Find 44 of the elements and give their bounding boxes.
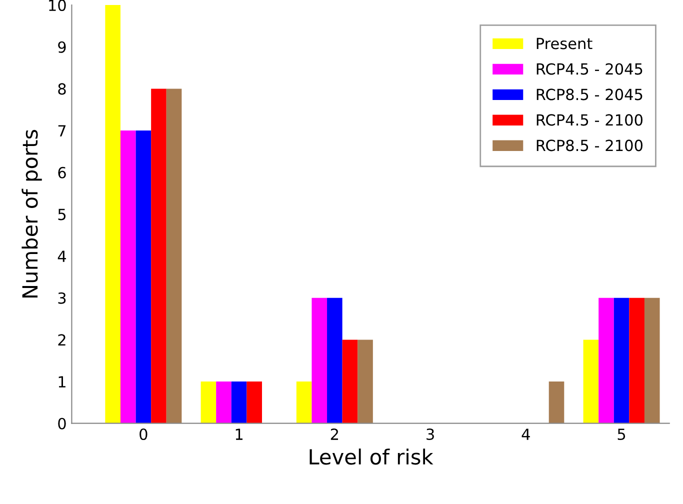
x-tick-label: 0: [140, 428, 148, 440]
bar: [548, 382, 564, 424]
bar: [120, 130, 136, 424]
bar: [327, 298, 342, 424]
y-tick-label: 2: [58, 334, 66, 346]
y-tick-label: 4: [58, 250, 66, 262]
bar: [105, 5, 120, 424]
bar: [231, 382, 247, 424]
bar: [598, 298, 614, 424]
bar: [151, 88, 166, 424]
x-tick-label: 2: [330, 428, 338, 440]
bar: [342, 340, 358, 424]
bar: [583, 340, 599, 424]
x-tick-label: 3: [426, 428, 434, 440]
y-tick-label: 8: [58, 83, 66, 95]
y-tick-label: 7: [58, 125, 66, 136]
legend-label: Present: [536, 38, 592, 50]
x-tick-label: 5: [618, 428, 626, 440]
x-tick-label: 4: [522, 428, 530, 440]
bar: [216, 382, 232, 424]
bar: [200, 382, 216, 424]
bar: [358, 340, 373, 424]
legend-label: RCP8.5 - 2100: [536, 140, 642, 152]
bar: [312, 298, 328, 424]
bar: [166, 88, 182, 424]
x-axis-title: Level of risk: [310, 448, 434, 465]
bar: [246, 382, 262, 424]
bar: [629, 298, 644, 424]
y-tick-label: 5: [58, 208, 66, 220]
legend-label: RCP8.5 - 2045: [536, 88, 642, 100]
bar: [296, 382, 312, 424]
bar: [644, 298, 660, 424]
x-tick-label: 1: [236, 428, 242, 440]
y-axis-title: Number of ports: [22, 130, 42, 298]
legend-label: RCP4.5 - 2100: [536, 114, 642, 126]
y-tick-label: 0: [58, 418, 66, 430]
y-tick-label: 1: [58, 376, 66, 388]
y-tick-label: 9: [58, 41, 66, 53]
bar: [614, 298, 630, 424]
y-tick-label: 10: [49, 0, 66, 12]
bar: [136, 130, 152, 424]
y-tick-label: 6: [58, 166, 66, 178]
y-tick-label: 3: [58, 292, 66, 304]
legend-label: RCP4.5 - 2045: [536, 63, 642, 75]
